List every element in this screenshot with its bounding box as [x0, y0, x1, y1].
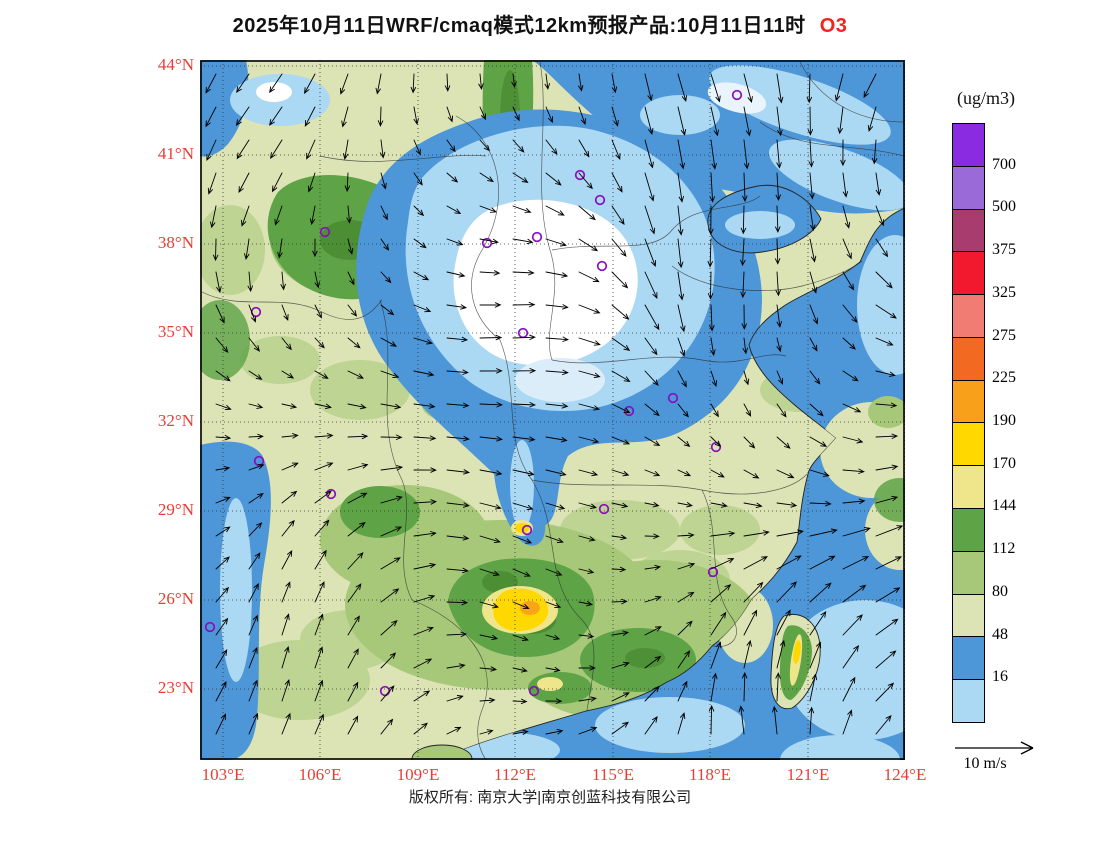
station-marker	[521, 524, 533, 536]
lat-tick-label: 23°N	[157, 678, 194, 697]
legend-units-label: (ug/m3)	[957, 88, 1015, 108]
station-marker	[319, 226, 331, 238]
legend-band	[953, 336, 984, 380]
legend-tick-label: 325	[992, 283, 1016, 301]
station-marker	[204, 621, 216, 633]
station-marker	[623, 405, 635, 417]
legend-band	[953, 208, 984, 252]
lon-tick-label: 106°E	[298, 765, 342, 784]
legend-band	[953, 465, 984, 509]
province-boundaries	[201, 61, 905, 760]
station-marker	[481, 237, 493, 249]
legend-band	[953, 636, 984, 680]
o3-colorbar	[952, 123, 985, 723]
page-title: 2025年10月11日WRF/cmaq模式12km预报产品:10月11日11时 O…	[20, 9, 1060, 38]
lon-tick-label: 118°E	[688, 765, 732, 784]
legend-tick-label: 16	[992, 668, 1008, 686]
o3-high-yellow-spots	[482, 520, 563, 691]
station-marker	[667, 392, 679, 404]
station-marker	[253, 455, 265, 467]
title-text: 2025年10月11日WRF/cmaq模式12km预报产品:10月11日11时	[232, 15, 806, 37]
legend-tick-label: 80	[992, 582, 1008, 600]
station-marker	[731, 89, 743, 101]
station-marker	[574, 169, 586, 181]
legend-band	[953, 508, 984, 551]
legend-band	[953, 251, 984, 295]
station-marker	[598, 503, 610, 515]
lat-tick-label: 38°N	[157, 233, 194, 252]
station-marker	[531, 231, 543, 243]
pollutant-label: O3	[819, 15, 848, 37]
wind-reference-label: 10 m/s	[963, 755, 1007, 772]
legend-tick-label: 500	[992, 198, 1016, 216]
copyright-footer: 版权所有: 南京大学|南京创蓝科技有限公司	[408, 789, 692, 806]
lon-tick-label: 115°E	[591, 765, 635, 784]
graticule-grid	[200, 60, 905, 760]
legend-band	[953, 379, 984, 423]
legend-band	[953, 679, 984, 722]
wind-reference-arrow	[955, 741, 1034, 755]
lat-tick-label: 41°N	[157, 144, 194, 163]
station-marker	[594, 194, 606, 206]
station-marker	[528, 685, 540, 697]
legend-band	[953, 422, 984, 466]
legend-band	[953, 124, 984, 166]
lat-tick-label: 35°N	[157, 322, 194, 341]
lon-tick-label: 109°E	[396, 765, 440, 784]
forecast-map-canvas	[200, 60, 905, 760]
legend-tick-label: 112	[992, 540, 1016, 558]
lon-tick-label: 124°E	[883, 765, 927, 784]
legend-tick-label: 700	[992, 155, 1016, 173]
legend-tick-label: 48	[992, 625, 1008, 643]
legend-band	[953, 294, 984, 337]
legend-band	[953, 550, 984, 594]
legend-band	[953, 593, 984, 637]
wind-vectors	[205, 73, 904, 735]
legend-tick-label: 225	[992, 369, 1016, 387]
lon-tick-label: 121°E	[786, 765, 830, 784]
lat-tick-label: 44°N	[157, 55, 194, 74]
lon-tick-label: 103°E	[201, 765, 245, 784]
legend-tick-label: 190	[992, 412, 1016, 429]
lat-tick-label: 29°N	[157, 500, 194, 519]
sea-regions	[411, 184, 905, 760]
legend-tick-label: 375	[992, 241, 1016, 259]
station-markers	[204, 89, 743, 697]
legend-tick-label: 275	[992, 326, 1016, 344]
station-marker	[710, 441, 722, 453]
lat-tick-label: 32°N	[157, 411, 194, 430]
lat-tick-label: 26°N	[157, 589, 194, 608]
station-marker	[596, 260, 608, 272]
legend-tick-label: 144	[992, 497, 1016, 515]
map-border	[200, 60, 905, 760]
map-area	[200, 60, 905, 760]
lon-tick-label: 112°E	[493, 765, 537, 784]
legend-band	[953, 165, 984, 209]
legend-tick-label: 170	[992, 454, 1016, 472]
